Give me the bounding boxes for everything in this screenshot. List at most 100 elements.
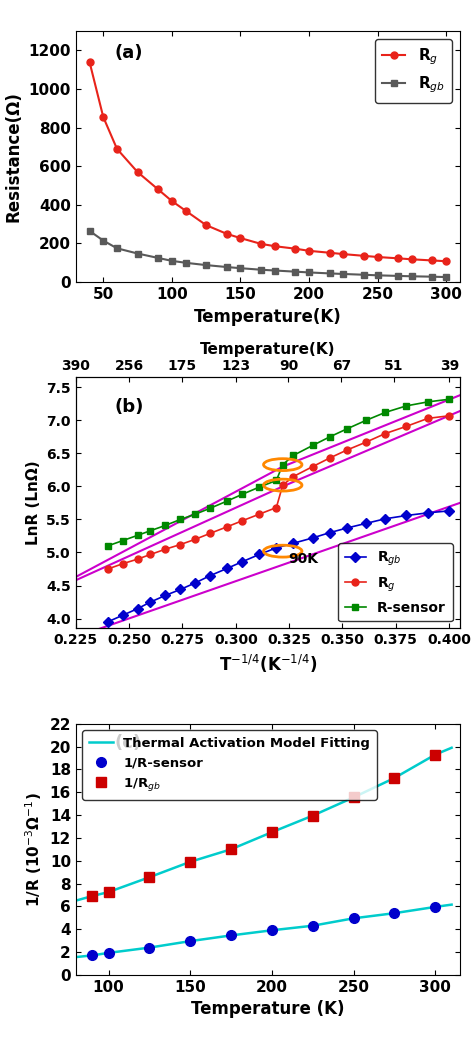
1/R-sensor	[351, 913, 356, 925]
R-sensor	[239, 488, 245, 501]
R$_{gb}$	[340, 268, 346, 280]
R-sensor	[163, 520, 168, 532]
R$_{gb}$	[177, 583, 183, 595]
Text: (a): (a)	[114, 44, 143, 61]
R$_g$	[443, 255, 449, 268]
R$_{gb}$	[135, 247, 140, 259]
1/R$_{gb}$	[146, 871, 152, 884]
R$_g$	[239, 514, 245, 527]
R-sensor	[363, 414, 369, 426]
1/R$_{gb}$	[432, 749, 438, 761]
1/R-sensor	[310, 920, 316, 932]
R$_{gb}$	[429, 271, 435, 283]
R$_g$	[340, 248, 346, 260]
Y-axis label: Resistance(Ω): Resistance(Ω)	[5, 91, 23, 222]
R$_{gb}$	[207, 569, 213, 582]
R$_{gb}$	[148, 596, 154, 609]
R$_g$	[256, 508, 262, 521]
R$_g$	[409, 253, 415, 265]
R-sensor	[192, 508, 198, 521]
R$_g$	[120, 558, 126, 570]
R$_g$	[258, 237, 264, 250]
R$_g$	[87, 56, 92, 68]
R$_g$	[446, 410, 452, 422]
R$_{gb}$	[327, 268, 332, 280]
R$_{gb}$	[273, 541, 279, 554]
R$_{gb}$	[114, 242, 120, 254]
R$_g$	[155, 184, 161, 196]
R$_{gb}$	[446, 505, 452, 517]
R$_g$	[361, 250, 366, 262]
R-sensor	[207, 502, 213, 514]
R$_g$	[382, 427, 388, 440]
Y-axis label: LnR (LnΩ): LnR (LnΩ)	[26, 460, 41, 545]
R-sensor	[177, 513, 183, 526]
1/R$_{gb}$	[351, 791, 356, 804]
1/R$_{gb}$	[89, 890, 95, 902]
R-sensor	[425, 396, 430, 409]
1/R-sensor	[269, 924, 275, 936]
Line: R$_g$: R$_g$	[86, 58, 449, 264]
R$_g$	[363, 436, 369, 448]
R$_{gb}$	[224, 562, 230, 574]
R$_g$	[192, 533, 198, 545]
R$_{gb}$	[291, 537, 296, 550]
1/R$_{gb}$	[310, 810, 316, 822]
1/R-sensor	[432, 901, 438, 914]
R$_{gb}$	[374, 270, 380, 282]
R$_g$	[272, 240, 277, 252]
R$_g$	[177, 538, 183, 551]
R$_g$	[182, 204, 188, 217]
Line: 1/R$_{gb}$: 1/R$_{gb}$	[87, 750, 440, 901]
1/R$_{gb}$	[269, 825, 275, 838]
1/R$_{gb}$	[106, 886, 111, 898]
R$_{gb}$	[382, 512, 388, 525]
R$_{gb}$	[258, 263, 264, 276]
R$_g$	[135, 166, 140, 178]
R$_{gb}$	[239, 556, 245, 568]
R$_{gb}$	[361, 269, 366, 281]
X-axis label: Temperature(K): Temperature(K)	[194, 308, 342, 326]
R-sensor	[327, 430, 332, 443]
R$_g$	[237, 232, 243, 245]
R$_g$	[374, 251, 380, 263]
R$_g$	[224, 227, 229, 240]
R-sensor	[256, 481, 262, 494]
R$_g$	[105, 563, 110, 576]
R$_{gb}$	[409, 270, 415, 282]
R$_g$	[292, 243, 298, 255]
R$_g$	[203, 219, 209, 231]
R-sensor	[382, 407, 388, 419]
R-sensor	[291, 449, 296, 461]
R$_{gb}$	[203, 259, 209, 272]
R$_g$	[395, 252, 401, 264]
R-sensor	[120, 534, 126, 546]
R-sensor	[344, 423, 349, 436]
R-sensor	[280, 458, 285, 471]
R$_{gb}$	[155, 252, 161, 264]
R$_g$	[224, 521, 230, 533]
R$_g$	[273, 501, 279, 513]
X-axis label: Temperature (K): Temperature (K)	[191, 1001, 345, 1018]
Legend: R$_{gb}$, R$_g$, R-sensor: R$_{gb}$, R$_g$, R-sensor	[338, 543, 453, 621]
1/R-sensor	[89, 949, 95, 961]
1/R-sensor	[228, 929, 234, 942]
R$_{gb}$	[395, 270, 401, 282]
R-sensor	[148, 525, 154, 537]
R$_{gb}$	[192, 577, 198, 589]
Y-axis label: 1/R (10$^{-3}$Ω$^{-1}$): 1/R (10$^{-3}$Ω$^{-1}$)	[23, 792, 44, 906]
Legend: R$_g$, R$_{gb}$: R$_g$, R$_{gb}$	[375, 38, 452, 103]
R$_{gb}$	[182, 256, 188, 269]
R$_{gb}$	[443, 271, 449, 283]
R-sensor	[446, 393, 452, 405]
Line: R$_{gb}$: R$_{gb}$	[104, 507, 453, 625]
R$_{gb}$	[425, 507, 430, 520]
R$_{gb}$	[120, 609, 126, 621]
R$_{gb}$	[100, 234, 106, 247]
R$_{gb}$	[105, 616, 110, 628]
X-axis label: T$^{-1/4}$(K$^{-1/4}$): T$^{-1/4}$(K$^{-1/4}$)	[219, 653, 317, 675]
R$_g$	[100, 111, 106, 123]
R$_{gb}$	[272, 264, 277, 277]
1/R-sensor	[146, 942, 152, 954]
1/R$_{gb}$	[187, 856, 193, 868]
